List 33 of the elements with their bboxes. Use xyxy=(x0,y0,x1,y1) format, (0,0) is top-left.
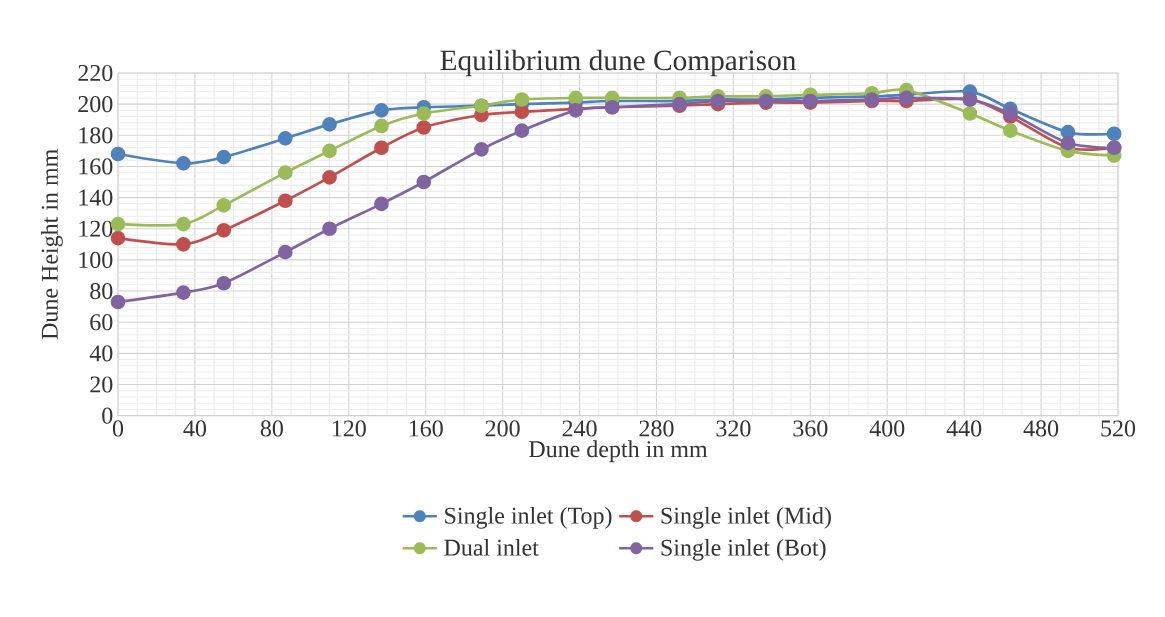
y-tick-label: 160 xyxy=(79,158,113,175)
legend-label: Dual inlet xyxy=(444,538,539,556)
x-axis-title: Dune depth in mm xyxy=(529,440,708,463)
y-tick-label: 220 xyxy=(78,64,113,82)
y-tick-label: 80 xyxy=(90,282,113,300)
x-tick-label: 360 xyxy=(793,420,828,437)
x-tick-label: 200 xyxy=(485,420,520,437)
y-tick-label: 120 xyxy=(79,220,113,237)
chart-title: Equilibrium dune Comparison xyxy=(440,49,796,77)
x-tick-label: 400 xyxy=(869,420,905,437)
x-tick-label: 0 xyxy=(112,420,124,437)
x-tick-label: 80 xyxy=(260,420,283,437)
y-tick-label: 0 xyxy=(102,407,113,424)
y-tick-label: 20 xyxy=(90,376,113,393)
y-tick-label: 200 xyxy=(78,96,113,113)
x-tick-label: 320 xyxy=(716,420,751,437)
y-tick-label: 100 xyxy=(79,251,113,268)
y-tick-label: 40 xyxy=(89,345,113,362)
legend-label: Single inlet (Mid) xyxy=(661,506,831,529)
x-tick-label: 120 xyxy=(332,420,366,437)
x-tick-label: 520 xyxy=(1101,420,1136,437)
x-tick-label: 240 xyxy=(562,420,597,437)
legend-label: Single inlet (Top) xyxy=(445,506,612,529)
x-tick-label: 280 xyxy=(639,420,674,437)
y-tick-label: 140 xyxy=(79,189,113,206)
y-tick-label: 60 xyxy=(90,314,113,331)
y-axis-title: Dune Height in mm xyxy=(40,149,63,340)
x-tick-label: 160 xyxy=(409,420,443,437)
x-tick-label: 480 xyxy=(1023,420,1059,437)
y-tick-label: 180 xyxy=(79,127,113,144)
legend-label: Single inlet (Bot) xyxy=(661,538,826,561)
x-tick-label: 40 xyxy=(183,420,207,437)
x-tick-label: 440 xyxy=(946,420,982,437)
